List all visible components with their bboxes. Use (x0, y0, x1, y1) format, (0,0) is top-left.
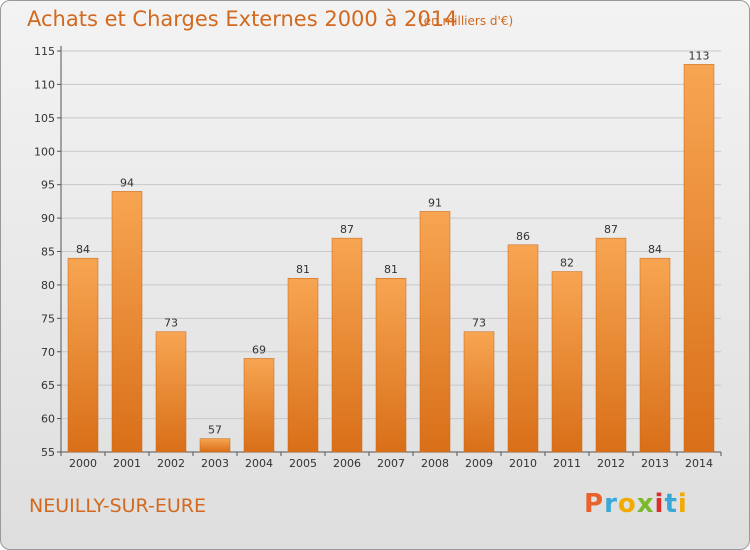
y-tick-label: 100 (34, 145, 55, 158)
logo-letter: x (636, 489, 655, 519)
proxiti-logo[interactable]: Proxiti (584, 489, 688, 519)
logo-letter: i (654, 489, 665, 519)
data-label-2000: 84 (76, 243, 90, 256)
data-label-2013: 84 (648, 243, 662, 256)
bar-2003 (199, 438, 231, 453)
x-tick-label-2006: 2006 (333, 457, 361, 470)
x-tick-label-2002: 2002 (157, 457, 185, 470)
x-tick-label-2011: 2011 (553, 457, 581, 470)
data-label-2014: 113 (689, 49, 710, 62)
data-label-2005: 81 (296, 263, 310, 276)
data-label-2004: 69 (252, 343, 266, 356)
bar-2013 (639, 257, 671, 453)
y-tick-label: 85 (41, 246, 55, 259)
y-tick-label: 105 (34, 112, 55, 125)
bar-2004 (243, 358, 275, 453)
bar-2014 (683, 64, 715, 453)
x-tick-label-2013: 2013 (641, 457, 669, 470)
data-label-2006: 87 (340, 223, 354, 236)
x-tick-label-2001: 2001 (113, 457, 141, 470)
bar-2005 (287, 277, 319, 453)
bar-2011 (551, 271, 583, 453)
x-tick-label-2005: 2005 (289, 457, 317, 470)
x-tick-label-2008: 2008 (421, 457, 449, 470)
bar-2010 (507, 244, 539, 453)
bar-2006 (331, 237, 363, 453)
x-tick-label-2014: 2014 (685, 457, 713, 470)
y-tick-label: 70 (41, 346, 55, 359)
x-tick-label-2012: 2012 (597, 457, 625, 470)
bar-2009 (463, 331, 495, 453)
logo-letter: o (617, 489, 637, 519)
y-tick-label: 95 (41, 179, 55, 192)
logo-letter: P (584, 489, 605, 519)
logo-letter: r (604, 489, 618, 519)
x-tick-label-2009: 2009 (465, 457, 493, 470)
data-label-2001: 94 (120, 176, 134, 189)
data-label-2002: 73 (164, 317, 178, 330)
data-label-2003: 57 (208, 424, 222, 437)
bar-2008 (419, 211, 451, 453)
y-tick-label: 115 (34, 45, 55, 58)
logo-letter: t (664, 489, 678, 519)
y-tick-label: 55 (41, 446, 55, 459)
y-tick-label: 80 (41, 279, 55, 292)
data-label-2008: 91 (428, 196, 442, 209)
y-tick-label: 90 (41, 212, 55, 225)
data-label-2011: 82 (560, 257, 574, 270)
x-tick-label-2004: 2004 (245, 457, 273, 470)
y-tick-label: 110 (34, 78, 55, 91)
logo-letter: i (677, 489, 688, 519)
y-tick-label: 75 (41, 312, 55, 325)
bar-2001 (111, 191, 143, 453)
data-label-2012: 87 (604, 223, 618, 236)
bar-2012 (595, 237, 627, 453)
data-label-2009: 73 (472, 317, 486, 330)
y-tick-label: 65 (41, 379, 55, 392)
chart-title: Achats et Charges Externes 2000 à 2014 (27, 7, 458, 31)
y-tick-label: 60 (41, 413, 55, 426)
x-tick-label-2000: 2000 (69, 457, 97, 470)
x-tick-label-2007: 2007 (377, 457, 405, 470)
axes: 55 60 65 70 75 80 85 90 95 100 105 110 115 2000 2001 20… (34, 45, 722, 470)
commune-name: NEUILLY-SUR-EURE (29, 495, 206, 517)
bars (67, 64, 715, 453)
data-label-2010: 86 (516, 230, 530, 243)
x-tick-label-2010: 2010 (509, 457, 537, 470)
data-label-2007: 81 (384, 263, 398, 276)
bar-2007 (375, 277, 407, 453)
chart-subtitle: (en milliers d'€) (419, 14, 514, 28)
data-labels: 84 94 73 57 69 81 87 81 91 73 86 82 87 84 113 (76, 49, 710, 436)
bar-2000 (67, 257, 99, 453)
x-tick-label-2003: 2003 (201, 457, 229, 470)
bar-2002 (155, 331, 187, 453)
